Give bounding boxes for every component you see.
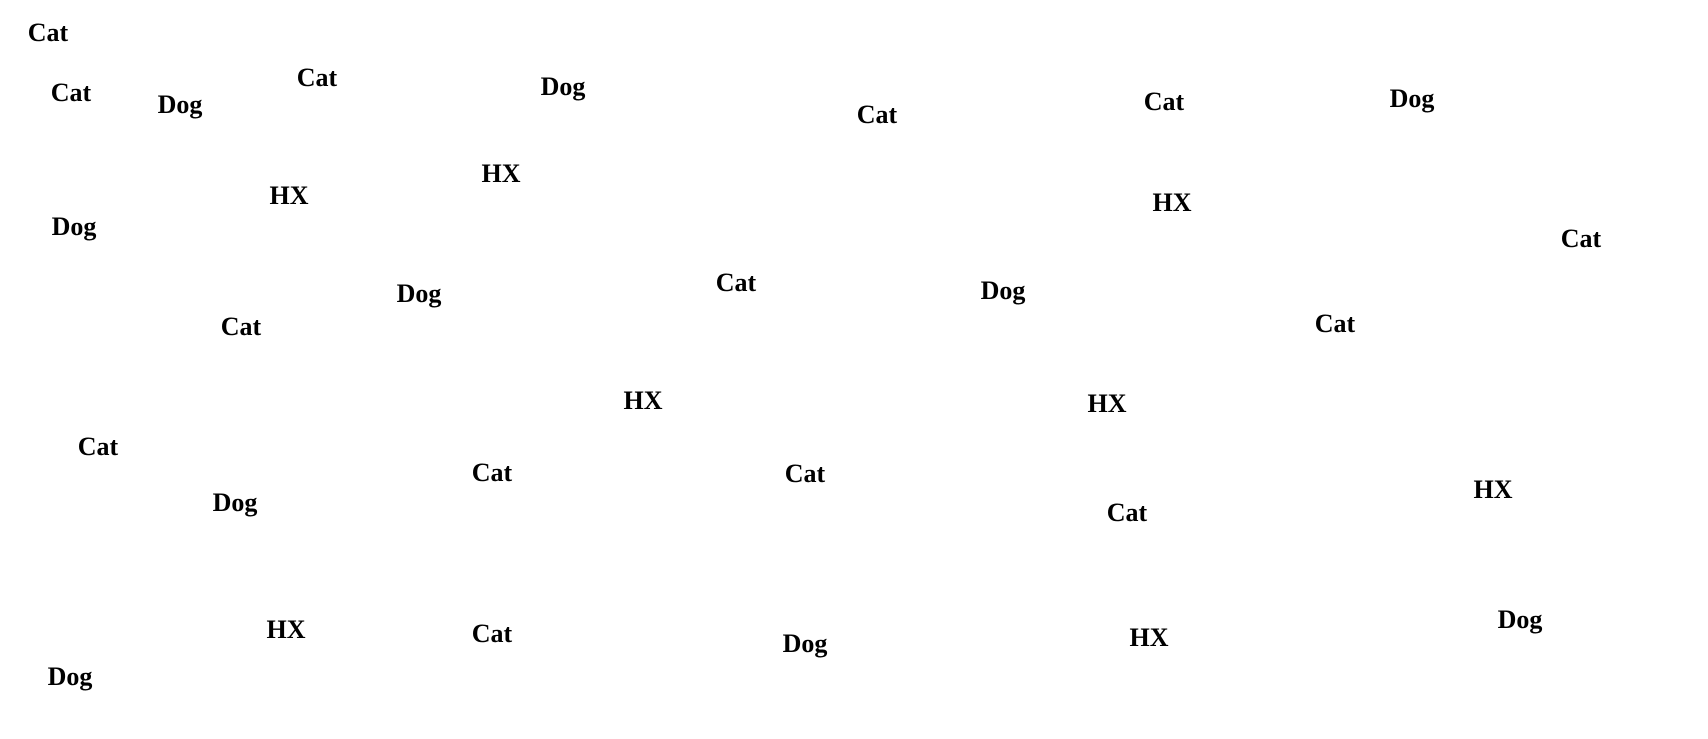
word-label: Cat [471, 619, 513, 648]
word-label: Cat [296, 63, 338, 92]
word-label: Cat [784, 459, 826, 488]
word-label: Dog [782, 629, 828, 658]
word-label: Dog [980, 276, 1026, 305]
word-label: Cat [471, 458, 513, 487]
word-label: HX [481, 159, 521, 188]
word-label: HX [1087, 389, 1127, 418]
word-label: Dog [47, 662, 93, 691]
word-label: Cat [1106, 498, 1148, 527]
word-label: Cat [1314, 309, 1356, 338]
word-label: Dog [212, 488, 258, 517]
word-label: Dog [157, 90, 203, 119]
word-label: HX [1129, 623, 1169, 652]
word-label: Dog [51, 212, 97, 241]
word-label: HX [623, 386, 663, 415]
word-label: HX [266, 615, 306, 644]
word-label: Cat [27, 18, 69, 47]
word-label: Cat [220, 312, 262, 341]
word-label: Cat [77, 432, 119, 461]
word-label: Dog [1389, 84, 1435, 113]
word-label: HX [1152, 188, 1192, 217]
word-label: Cat [715, 268, 757, 297]
word-label: HX [1473, 475, 1513, 504]
word-label: Cat [1560, 224, 1602, 253]
word-label: HX [269, 181, 309, 210]
word-label: Cat [1143, 87, 1185, 116]
word-label: Dog [540, 72, 586, 101]
word-label: Cat [856, 100, 898, 129]
word-label: Dog [396, 279, 442, 308]
word-label: Cat [50, 78, 92, 107]
word-label: Dog [1497, 605, 1543, 634]
